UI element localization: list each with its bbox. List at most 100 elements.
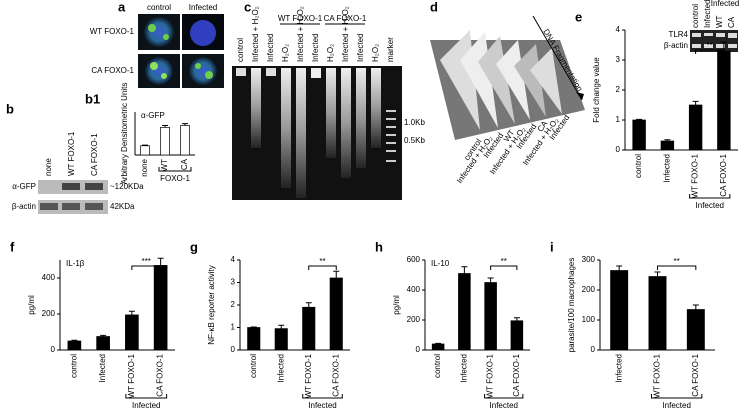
lane-label: marker [386, 37, 395, 62]
group-label: CA FOXO-1 [324, 14, 367, 23]
error-bar [435, 342, 442, 344]
bar [67, 340, 82, 351]
bar [140, 145, 150, 156]
significance-label: ** [319, 257, 325, 266]
marker-label: 1.0Kb [404, 118, 425, 127]
error-bar [142, 144, 148, 146]
bar [302, 306, 316, 351]
row-label: WT FOXO-1 [90, 27, 135, 36]
western-blot [38, 180, 108, 214]
x-tick-label: WT FOXO-1 [127, 353, 136, 398]
chart-title: α-GFP [141, 111, 165, 120]
bar [160, 127, 170, 156]
y-tick-label: 200 [42, 309, 56, 318]
y-axis-label: parasite/100 macrophages [567, 258, 576, 353]
x-tick-label: CA FOXO-1 [331, 353, 340, 396]
error-bar [664, 139, 671, 141]
y-tick-label: 200 [582, 285, 596, 294]
error-bar [278, 324, 285, 329]
error-bar [654, 271, 661, 277]
bar [153, 265, 168, 351]
significance-label: ** [674, 257, 680, 266]
y-tick-label: 300 [582, 255, 596, 264]
x-tick-label: CA FOXO-1 [156, 353, 165, 396]
y-tick-label: 1 [231, 323, 236, 332]
chart-title: IL-1β [66, 259, 85, 268]
error-bar [162, 125, 168, 128]
x-tick-label: WT [160, 159, 169, 172]
x-tick-label: control [249, 354, 258, 378]
panel-letter: e [575, 9, 582, 24]
significance-bracket [490, 265, 518, 270]
y-axis-label: Arbitrary Densitometric Units [120, 83, 129, 185]
group-bracket [158, 167, 192, 172]
error-bar [487, 277, 494, 283]
bar [431, 343, 445, 351]
row-label: α-GFP [12, 182, 36, 191]
significance-bracket [131, 265, 162, 270]
column-label: Infected [189, 3, 217, 12]
significance-bracket [308, 265, 337, 270]
error-bar [100, 334, 107, 337]
y-tick-label: 0 [51, 345, 56, 354]
error-bar [305, 302, 312, 308]
significance-label: *** [142, 257, 151, 266]
inset-lane: control [691, 4, 700, 28]
panel-letter: h [375, 239, 383, 254]
row-label: β-actin [12, 202, 36, 211]
error-bar [182, 123, 188, 126]
lane-label: none [44, 158, 53, 176]
lane-label: H₂O₂ [326, 44, 335, 62]
y-tick-label: 0 [616, 145, 621, 154]
group-bracket [125, 394, 168, 399]
size-label: 42KDa [110, 202, 135, 211]
error-bar [692, 100, 699, 105]
lane-label: WT FOXO-1 [67, 131, 76, 176]
y-tick-label: 2 [616, 85, 621, 94]
y-axis-label: Fold change value [592, 57, 601, 123]
x-tick-label: CA FOXO-1 [719, 153, 728, 196]
bar [247, 327, 261, 351]
group-label: Infected [490, 401, 518, 410]
inset-row: TLR4 [668, 30, 688, 39]
lane-label: Infected + H₂O₂ [341, 6, 350, 62]
significance-bracket [695, 49, 725, 54]
significance-label: ** [707, 41, 713, 50]
lane-label: Infected [356, 34, 365, 62]
group-label: Infected [308, 401, 336, 410]
bar [484, 282, 497, 351]
inset-lane: WT [715, 15, 724, 28]
significance-label: ** [501, 257, 507, 266]
bar [274, 328, 288, 351]
y-tick-label: 200 [407, 315, 421, 324]
chart-title: IL-10 [431, 259, 450, 268]
group-label: Infected [696, 201, 724, 210]
micrographs [138, 14, 224, 88]
bar [180, 125, 190, 156]
y-axis-label: pg/ml [392, 295, 401, 315]
group-label: FOXO-1 [160, 174, 190, 183]
panel-letter: f [10, 239, 15, 254]
x-tick-label: CA [180, 158, 189, 170]
y-tick-label: 600 [407, 255, 421, 264]
y-tick-label: 0 [591, 345, 596, 354]
y-tick-label: 0 [416, 345, 421, 354]
x-tick-label: Infected [98, 354, 107, 382]
y-axis-label: pg/ml [27, 295, 36, 315]
group-label: WT FOXO-1 [278, 14, 323, 23]
group-bracket [302, 394, 343, 399]
inset-gel [690, 30, 738, 52]
bar [610, 270, 629, 351]
error-bar [636, 118, 643, 120]
error-bar [157, 257, 164, 266]
bar [510, 320, 524, 351]
error-bar [128, 310, 135, 315]
x-tick-label: Infected [614, 354, 623, 382]
error-bar [616, 265, 623, 271]
panel-letter: i [550, 239, 554, 254]
inset-lane: CA [727, 16, 736, 28]
fragmentation-plot [430, 15, 585, 140]
bar [688, 104, 703, 151]
y-tick-label: 400 [407, 285, 421, 294]
